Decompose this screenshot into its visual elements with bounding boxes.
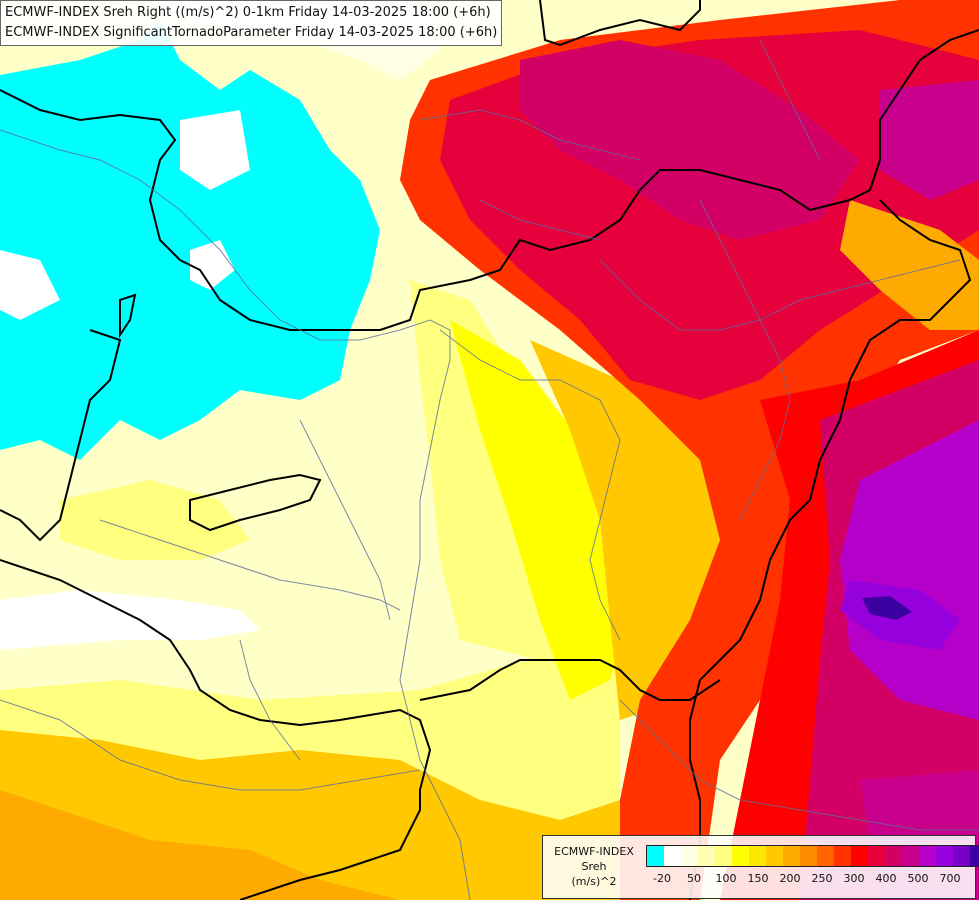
legend-unit: (m/s)^2 xyxy=(571,875,617,888)
legend-source: ECMWF-INDEX xyxy=(554,845,634,858)
legend-tick-label: -20 xyxy=(653,872,671,885)
east-magenta-region xyxy=(840,420,979,720)
legend-swatch xyxy=(732,846,749,866)
legend-swatch xyxy=(936,846,953,866)
legend-tick-label: 250 xyxy=(811,872,833,885)
east-orange-patch xyxy=(840,200,979,330)
map-title-box: ECMWF-INDEX Sreh Right ((m/s)^2) 0-1km F… xyxy=(0,0,503,46)
title-line-1: ECMWF-INDEX Sreh Right ((m/s)^2) 0-1km F… xyxy=(5,5,491,20)
legend-swatch xyxy=(800,846,817,866)
legend-parameter: Sreh xyxy=(581,860,607,873)
legend-tick-labels: -20 50 100 150 200 250 300 400 500 700 xyxy=(646,872,966,886)
south-deep-orange xyxy=(0,790,400,900)
legend-swatch xyxy=(817,846,834,866)
legend-swatch xyxy=(783,846,800,866)
west-white-band xyxy=(0,590,260,650)
legend-swatch xyxy=(851,846,868,866)
legend-swatch xyxy=(664,846,681,866)
legend-swatch xyxy=(970,846,979,866)
rivers xyxy=(0,39,979,900)
east-violet-core xyxy=(862,596,912,620)
central-bright-yellow xyxy=(450,320,630,700)
legend-swatch xyxy=(698,846,715,866)
legend-swatch xyxy=(953,846,970,866)
northeast-magenta xyxy=(880,80,979,200)
west-cyan-region xyxy=(0,20,380,460)
legend-swatch xyxy=(647,846,664,866)
legend-swatch xyxy=(834,846,851,866)
legend-swatch xyxy=(681,846,698,866)
west-white-hole-1 xyxy=(180,110,250,190)
color-legend: ECMWF-INDEX Sreh (m/s)^2 -20 50 100 150 200 2… xyxy=(542,835,979,899)
east-yellow-orange xyxy=(530,340,720,720)
legend-tick-label: 300 xyxy=(843,872,865,885)
legend-swatch xyxy=(766,846,783,866)
legend-tick-label: 150 xyxy=(747,872,769,885)
legend-tick-label: 200 xyxy=(779,872,801,885)
legend-tick-label: 100 xyxy=(715,872,737,885)
legend-swatch xyxy=(902,846,919,866)
legend-swatch xyxy=(868,846,885,866)
legend-color-bar xyxy=(646,845,979,867)
legend-tick-label: 700 xyxy=(939,872,961,885)
legend-tick-label: 400 xyxy=(875,872,897,885)
legend-swatch xyxy=(919,846,936,866)
west-white-hole-3 xyxy=(0,250,60,320)
west-white-hole-2 xyxy=(190,240,235,290)
legend-label: ECMWF-INDEX Sreh (m/s)^2 xyxy=(547,844,641,889)
legend-tick-label: 50 xyxy=(687,872,701,885)
west-pale-yellow-band xyxy=(60,480,250,560)
legend-swatch xyxy=(885,846,902,866)
title-line-2: ECMWF-INDEX SignificantTornadoParameter … xyxy=(5,25,498,40)
legend-tick-label: 500 xyxy=(907,872,929,885)
north-deep-crimson xyxy=(520,40,860,240)
legend-swatch xyxy=(715,846,732,866)
legend-swatch xyxy=(749,846,766,866)
